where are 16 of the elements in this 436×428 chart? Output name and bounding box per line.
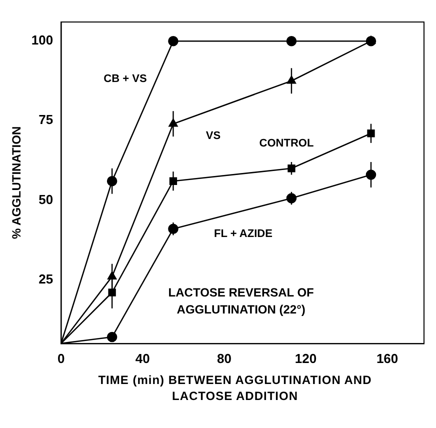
x-tick-label: 80 [216,350,232,366]
y-tick-label: 25 [38,271,54,286]
y-axis-title: % AGGLUTINATION [10,126,24,240]
annotation: LACTOSE REVERSAL OF AGGLUTINATION (22°) [168,286,314,317]
x-axis-title: TIME (min) BETWEEN AGGLUTINATION AND LACTOSE ADDITION [97,372,373,404]
x-tick-label: 0 [57,350,65,366]
x-tick-label: 120 [294,350,317,366]
x-tick-label: 40 [135,350,150,366]
y-tick-label: 100 [31,32,54,48]
series-label: CB + VS [104,73,147,86]
series-label: FL + AZIDE [214,228,272,240]
series-label: CONTROL [259,137,314,150]
y-tick-label: 75 [38,112,54,128]
series-label: VS [206,130,221,142]
y-tick-label: 50 [38,192,54,207]
x-tick-label: 160 [376,350,398,366]
